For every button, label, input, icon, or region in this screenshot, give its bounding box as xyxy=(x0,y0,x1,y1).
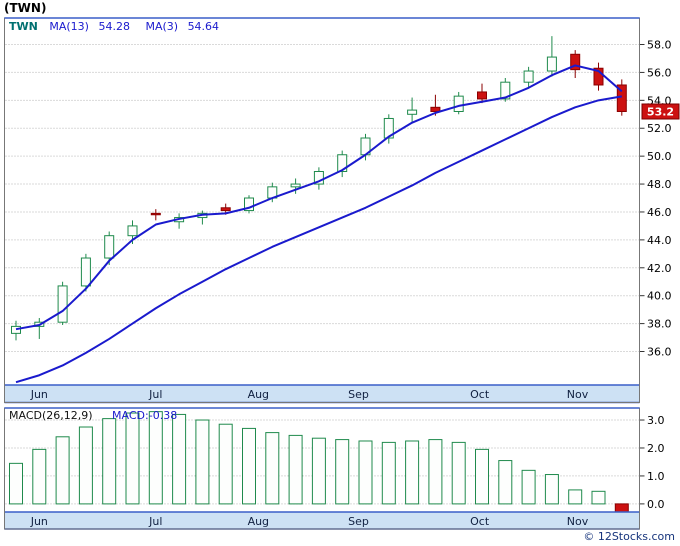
y-tick-label: 44.0 xyxy=(647,234,672,247)
y-tick-label: 40.0 xyxy=(647,290,672,303)
legend-ma3-label: MA(3) xyxy=(145,20,179,33)
month-label: Jun xyxy=(30,388,48,401)
month-label: Sep xyxy=(348,388,369,401)
legend-symbol: TWN xyxy=(9,20,38,33)
macd-legend: MACD(26,12,9) MACD:-0.38 xyxy=(9,409,177,422)
y-tick-label: 42.0 xyxy=(647,262,672,275)
y-tick-label: 38.0 xyxy=(647,318,672,331)
y-tick-label: 46.0 xyxy=(647,206,672,219)
legend-ma3-value: 54.64 xyxy=(187,20,220,33)
month-label: Jul xyxy=(148,388,162,401)
month-label: Jul xyxy=(148,515,162,528)
y-tick-label: 1.0 xyxy=(647,470,665,483)
ma13-line xyxy=(15,95,622,384)
month-label: Oct xyxy=(470,388,490,401)
month-label: Sep xyxy=(348,515,369,528)
month-label: Nov xyxy=(567,388,589,401)
ma3-line xyxy=(15,64,623,331)
y-tick-label: 52.0 xyxy=(647,122,672,135)
macd-name-label: MACD(26,12,9) xyxy=(9,409,93,422)
legend-ma13-value: 54.28 xyxy=(98,20,130,33)
legend-ma13-label: MA(13) xyxy=(49,20,89,33)
y-tick-label: 36.0 xyxy=(647,346,672,359)
copyright-link[interactable]: © 12Stocks.com xyxy=(583,530,675,543)
y-tick-label: 50.0 xyxy=(647,150,672,163)
y-tick-label: 56.0 xyxy=(647,66,672,79)
y-tick-label: 3.0 xyxy=(647,414,665,427)
x-axis-band: Jun Jul Aug Sep Oct Nov xyxy=(4,511,640,530)
price-chart-canvas: 36.038.040.042.044.046.048.050.052.054.0… xyxy=(4,17,680,404)
y-tick-label: 48.0 xyxy=(647,178,672,191)
macd-bars-layer xyxy=(9,411,629,516)
candles-layer xyxy=(11,36,627,341)
month-label: Aug xyxy=(248,515,269,528)
y-tick-label: 0.0 xyxy=(647,498,665,511)
grid-layer: 36.038.040.042.044.046.048.050.052.054.0… xyxy=(5,39,672,359)
x-axis-band: Jun Jul Aug Sep Oct Nov xyxy=(4,384,640,404)
month-label: Oct xyxy=(470,515,490,528)
month-label: Nov xyxy=(567,515,589,528)
month-label: Jun xyxy=(30,515,48,528)
month-label: Aug xyxy=(248,388,269,401)
macd-value-label: MACD:-0.38 xyxy=(112,409,178,422)
svg-text:53.2: 53.2 xyxy=(647,105,674,118)
macd-chart-canvas: 0.0 1.0 2.0 3.0 Jun Jul Aug Sep Oct Nov xyxy=(4,407,665,530)
last-price-badge: 53.2 xyxy=(641,103,680,120)
y-tick-label: 2.0 xyxy=(647,442,665,455)
chart-title: (TWN) xyxy=(4,1,47,15)
price-chart-legend: TWN MA(13) 54.28 MA(3) 54.64 xyxy=(9,20,231,33)
y-tick-label: 58.0 xyxy=(647,39,672,52)
